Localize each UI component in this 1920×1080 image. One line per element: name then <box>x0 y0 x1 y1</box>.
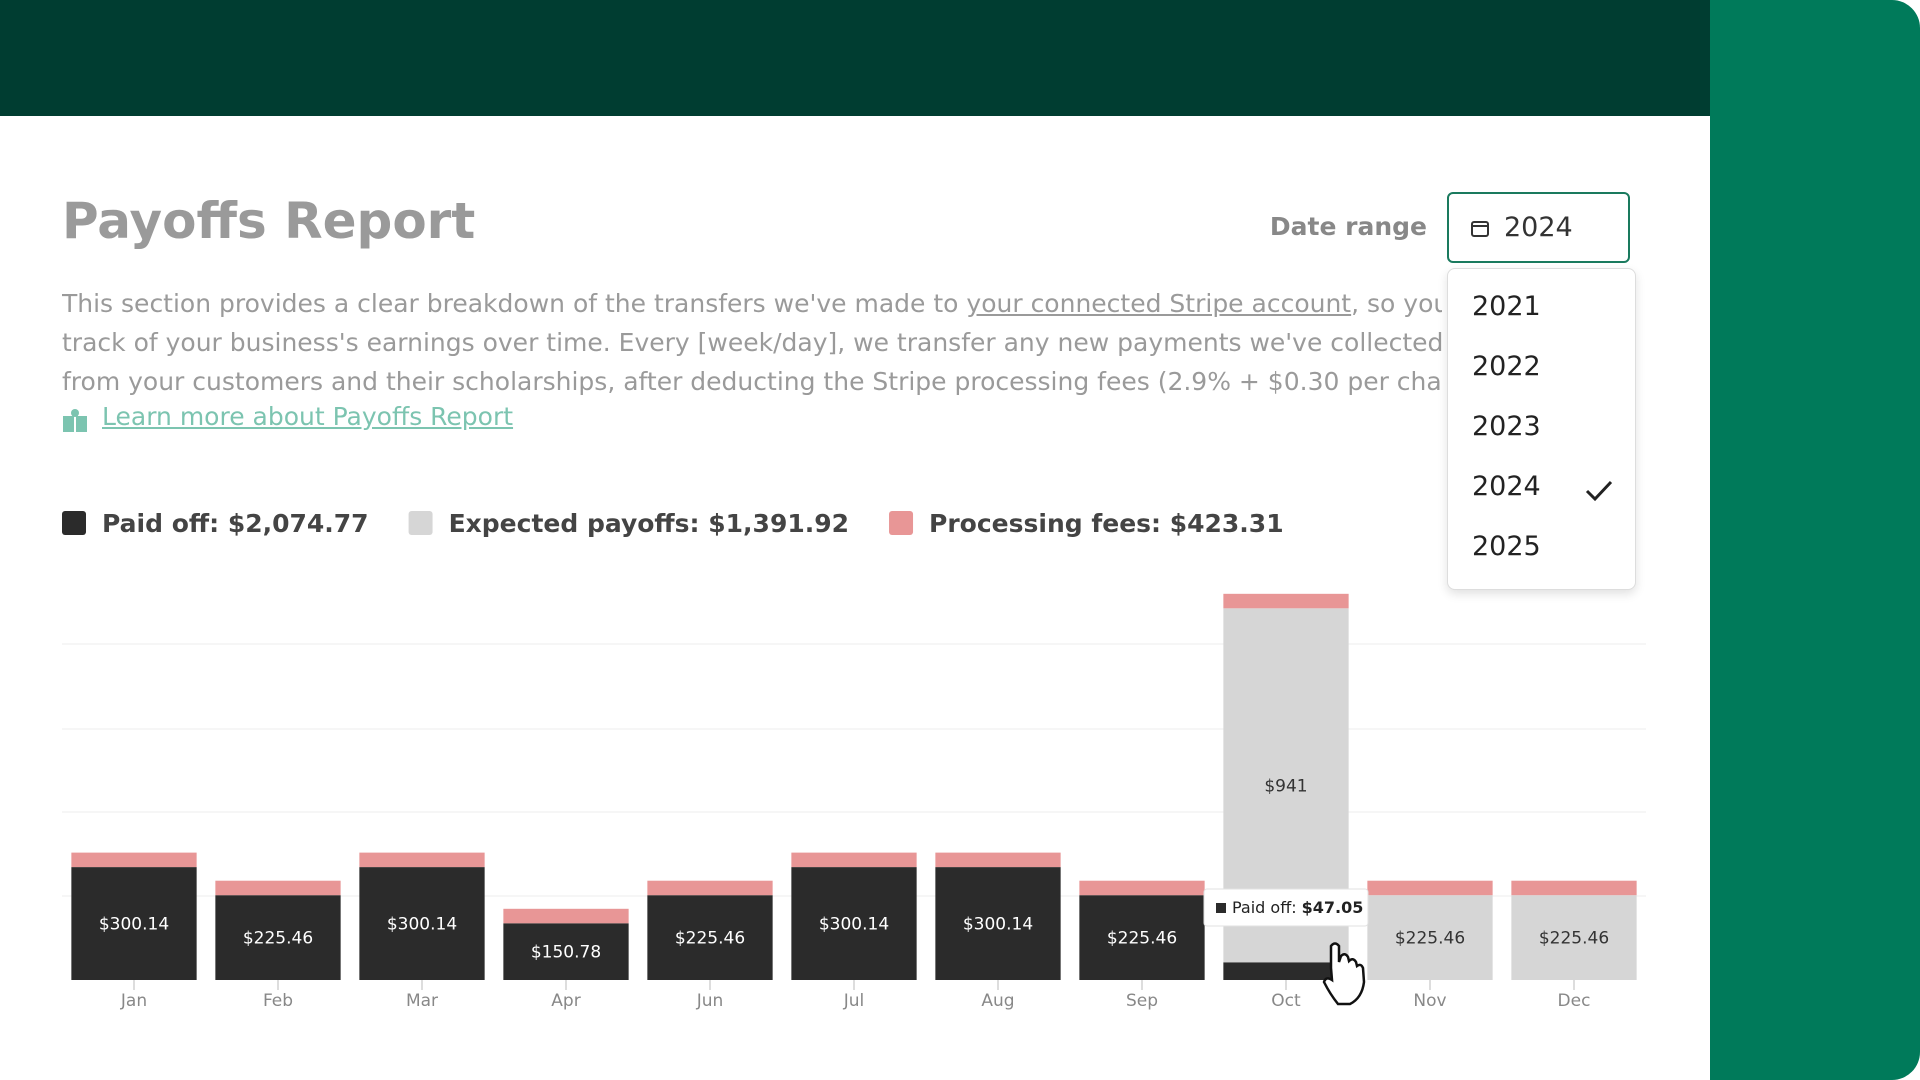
x-tick-label: Mar <box>406 991 438 1011</box>
stripe-link[interactable]: your connected Stripe account <box>966 289 1352 318</box>
x-tick-label: Sep <box>1126 991 1158 1011</box>
x-tick-label: Jun <box>696 991 724 1011</box>
page-title: Payoffs Report <box>62 192 476 250</box>
selected-year: 2024 <box>1504 212 1573 243</box>
bar-segment <box>935 867 1061 980</box>
date-range-label: Date range <box>1269 212 1427 241</box>
legend-label: Processing fees: $423.31 <box>929 509 1284 538</box>
year-option[interactable]: 2022 <box>1472 351 1541 382</box>
tooltip-swatch <box>1216 903 1226 913</box>
book-icon <box>63 409 87 432</box>
year-option[interactable]: 2021 <box>1472 291 1541 322</box>
bar-segment <box>215 895 341 980</box>
tooltip-box <box>1203 888 1369 927</box>
description-line: from your customers and their scholarshi… <box>62 367 1442 396</box>
learn-more-link[interactable]: Learn more about Payoffs Report <box>62 402 514 432</box>
bar-label: $300.14 <box>99 915 169 935</box>
legend-label: Paid off: $2,074.77 <box>102 509 369 538</box>
bar-label: $941 <box>1264 776 1307 796</box>
bar-segment <box>1079 880 1205 896</box>
bar-segment <box>215 880 341 896</box>
tooltip: Paid off: $47.05 <box>1203 888 1369 927</box>
bar-segment <box>71 867 197 980</box>
x-tick-label: Nov <box>1413 991 1446 1011</box>
bar-segment <box>791 867 917 980</box>
legend-swatch <box>889 511 914 535</box>
description-line: track of your business's earnings over t… <box>62 328 1442 357</box>
year-option[interactable]: 2025 <box>1472 531 1541 562</box>
tooltip-value: $47.05 <box>1302 898 1364 917</box>
year-menu: 2021 2022 2023 2024 2025 <box>1447 268 1636 590</box>
bar-segment <box>1367 880 1493 896</box>
bar-segment <box>1223 962 1349 980</box>
bar-segment <box>1511 895 1637 980</box>
bar-segment <box>647 895 773 980</box>
year-option[interactable]: 2024 <box>1472 471 1541 502</box>
bar-segment <box>647 880 773 896</box>
x-tick-label: Feb <box>263 991 293 1011</box>
x-tick-label: Apr <box>551 991 580 1011</box>
check-icon <box>1585 480 1613 502</box>
bar-segment <box>791 852 917 868</box>
chart: Paid off: $2,074.77 Expected payoffs: $1,… <box>62 509 1646 1011</box>
bar-segment <box>1367 895 1493 980</box>
bar-segment <box>1511 880 1637 896</box>
x-tick-label: Dec <box>1558 991 1591 1011</box>
text: , so you ca <box>1351 289 1442 318</box>
bar-label: $225.46 <box>1395 929 1465 949</box>
text: This section provides a clear breakdown … <box>62 289 967 318</box>
date-range-select[interactable]: 2024 <box>1447 192 1630 263</box>
side-band <box>1710 0 1920 1080</box>
tooltip-text: Paid off: $47.05 <box>1232 898 1363 917</box>
calendar-icon <box>1471 221 1489 237</box>
cursor-hand <box>1322 942 1366 1006</box>
bar-label: $225.46 <box>675 929 745 949</box>
legend-label: Expected payoffs: $1,391.92 <box>449 509 849 538</box>
bar-label: $300.14 <box>963 915 1033 935</box>
bar-label: $225.46 <box>243 929 313 949</box>
bar-segment <box>503 923 629 980</box>
description: This section provides a clear breakdown … <box>62 284 1442 401</box>
bar-label: $225.46 <box>1539 929 1609 949</box>
legend-swatch <box>408 511 433 535</box>
x-tick-label: Jan <box>120 991 147 1011</box>
link-text: Learn more about Payoffs Report <box>102 402 514 431</box>
bar-segment <box>935 852 1061 868</box>
x-tick-label: Aug <box>981 991 1014 1011</box>
bar-segment <box>71 852 197 868</box>
bar-label: $150.78 <box>531 943 601 963</box>
bar-segment <box>359 867 485 980</box>
bar-label: $300.14 <box>819 915 889 935</box>
year-option[interactable]: 2023 <box>1472 411 1541 442</box>
description-line: This section provides a clear breakdown … <box>62 284 1442 323</box>
bar-segment <box>1079 895 1205 980</box>
bar-label: $300.14 <box>387 915 457 935</box>
bar-segment <box>359 852 485 868</box>
x-tick-label: Oct <box>1271 991 1301 1011</box>
legend-swatch <box>62 511 86 535</box>
bar-segment <box>503 908 629 924</box>
x-tick-label: Jul <box>843 991 865 1011</box>
header-band <box>0 0 1710 116</box>
bar-segment <box>1223 593 1349 609</box>
tooltip-label: Paid off: <box>1232 898 1297 917</box>
bar-label: $225.46 <box>1107 929 1177 949</box>
